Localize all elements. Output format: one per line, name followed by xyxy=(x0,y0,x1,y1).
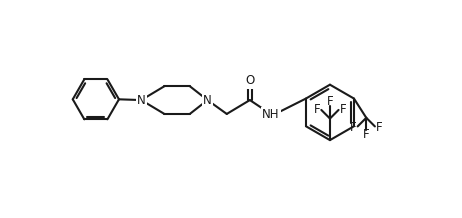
Text: F: F xyxy=(340,103,346,116)
Text: O: O xyxy=(245,74,255,87)
Text: F: F xyxy=(350,121,356,134)
Text: F: F xyxy=(327,95,333,108)
Text: N: N xyxy=(203,94,212,107)
Text: N: N xyxy=(137,94,146,107)
Text: F: F xyxy=(313,103,320,116)
Text: F: F xyxy=(376,121,383,134)
Text: F: F xyxy=(363,128,370,141)
Text: NH: NH xyxy=(262,108,280,121)
